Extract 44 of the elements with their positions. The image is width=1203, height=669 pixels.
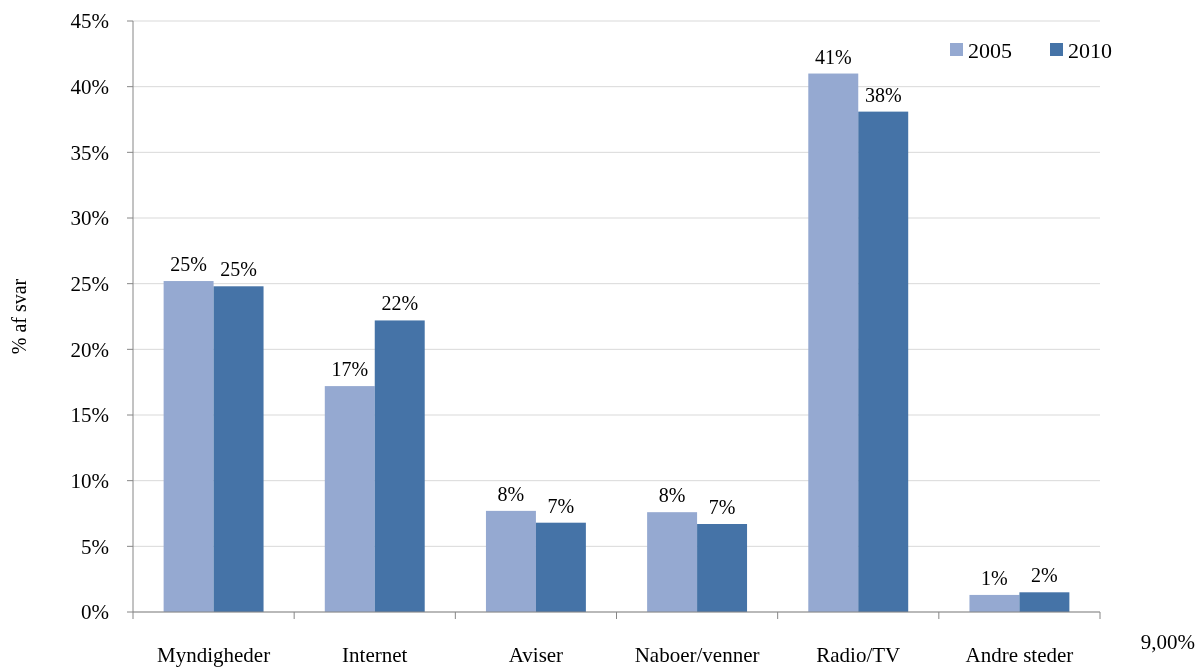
x-tick-label: Andre steder [965, 643, 1074, 667]
bar [1019, 592, 1070, 612]
bar [213, 286, 264, 612]
x-tick-label: Aviser [508, 643, 564, 667]
data-label: 41% [814, 45, 852, 68]
data-label: 7% [708, 496, 736, 519]
data-label: 17% [331, 358, 369, 381]
data-label: 25% [170, 253, 207, 276]
data-label: 2% [1031, 564, 1058, 587]
data-label: 1% [981, 566, 1008, 589]
data-label: 8% [658, 484, 686, 507]
text: 9,00% [1140, 630, 1195, 654]
y-tick-label: 0% [81, 600, 109, 625]
bar [374, 320, 425, 612]
bar [858, 111, 909, 612]
x-tick-label: Myndigheder [157, 643, 271, 667]
y-tick-label: 25% [70, 272, 109, 297]
y-tick-label: 15% [70, 403, 109, 428]
x-tick-label: Radio/TV [816, 643, 901, 667]
bar [808, 73, 859, 612]
data-label: 22% [381, 292, 419, 315]
y-tick-label: 10% [70, 469, 109, 494]
y-tick-label: 20% [70, 337, 109, 362]
data-label: 8% [497, 482, 525, 505]
y-tick-label: 30% [70, 206, 109, 231]
bar [969, 594, 1020, 612]
bar [647, 512, 698, 612]
y-tick-label: 5% [81, 534, 109, 559]
bar [324, 386, 375, 612]
x-tick-label: Internet [342, 643, 408, 667]
y-tick-label: 40% [70, 75, 109, 100]
bar [535, 522, 586, 612]
bar [163, 281, 214, 612]
data-label: 7% [547, 494, 575, 517]
bar [485, 510, 536, 612]
y-axis-title: % af svar [8, 278, 30, 355]
data-label: 38% [864, 83, 902, 106]
y-tick-label: 35% [70, 140, 109, 165]
bar [697, 524, 748, 612]
x-tick-label: Naboer/venner [634, 643, 760, 667]
data-label: 25% [220, 258, 257, 281]
legend-label: 2010 [1068, 37, 1112, 63]
y-tick-label: 45% [70, 9, 109, 34]
legend-label: 2005 [968, 37, 1012, 63]
